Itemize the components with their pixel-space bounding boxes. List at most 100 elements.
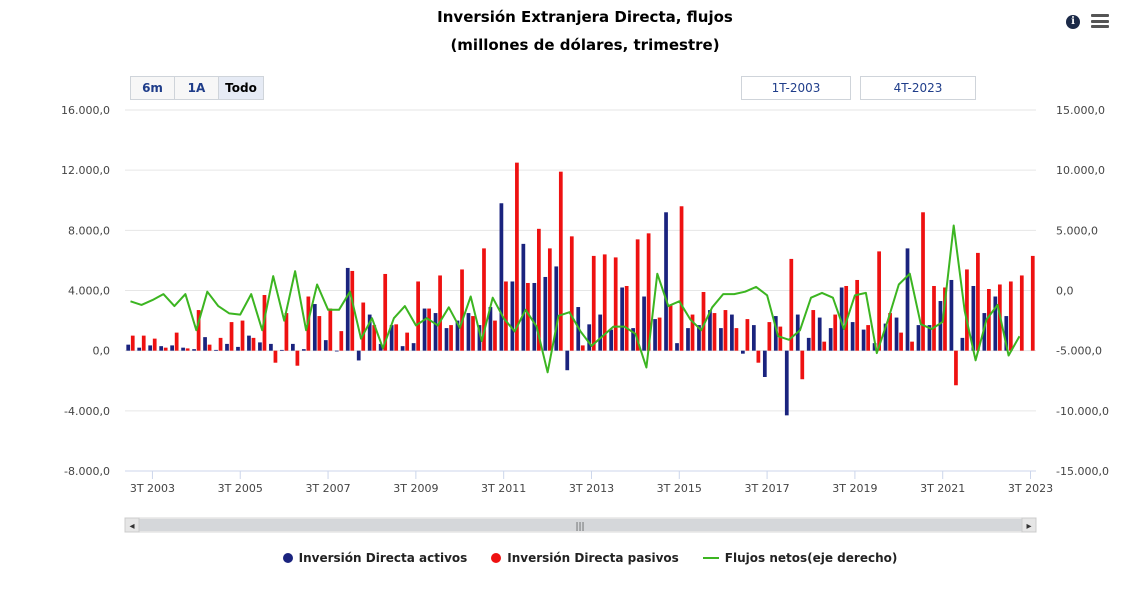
- legend-item-netos[interactable]: Flujos netos(eje derecho): [702, 551, 897, 565]
- bar-pasivos: [536, 228, 541, 351]
- legend-item-activos[interactable]: Inversión Directa activos: [282, 551, 467, 565]
- bar-activos: [949, 279, 954, 351]
- bar-activos: [609, 329, 614, 351]
- x-tick-label: 3T 2023: [1008, 482, 1053, 495]
- bar-pasivos: [844, 285, 849, 351]
- bar-pasivos: [734, 328, 739, 351]
- bar-pasivos: [405, 332, 410, 351]
- y-left-tick-label: 0,0: [93, 345, 111, 358]
- x-tick-label: 3T 2015: [657, 482, 702, 495]
- y-right-tick-label: 0,0: [1056, 285, 1074, 298]
- y-right-tick-label: -15.000,0: [1056, 465, 1109, 478]
- bar-activos: [214, 349, 218, 351]
- bar-pasivos: [504, 281, 508, 351]
- bar-activos: [839, 287, 844, 351]
- range-button-1a[interactable]: 1A: [175, 77, 219, 99]
- bar-pasivos: [185, 348, 190, 351]
- x-tick-label: 3T 2011: [481, 482, 526, 495]
- bar-activos: [148, 345, 153, 351]
- bar-activos: [730, 314, 734, 351]
- bar-activos: [258, 342, 262, 351]
- bar-activos: [444, 328, 449, 351]
- bar-pasivos: [580, 345, 585, 351]
- bar-activos: [993, 296, 998, 351]
- arrow-left-icon: ◂: [129, 521, 134, 532]
- bar-pasivos: [207, 344, 212, 351]
- bar-pasivos: [679, 206, 684, 351]
- bar-activos: [181, 347, 185, 351]
- x-tick-label: 3T 2009: [393, 482, 438, 495]
- x-tick-label: 3T 2021: [920, 482, 965, 495]
- bar-activos: [861, 329, 866, 351]
- bar-pasivos: [427, 308, 431, 351]
- bar-activos: [960, 337, 965, 351]
- bar-pasivos: [218, 337, 223, 351]
- bar-pasivos: [394, 324, 399, 351]
- y-right-tick-label: -10.000,0: [1056, 405, 1109, 418]
- bar-pasivos: [1030, 255, 1035, 351]
- legend-marker-activos: [282, 553, 293, 563]
- bar-activos: [477, 325, 482, 351]
- bar-pasivos: [954, 350, 958, 386]
- bar-activos: [488, 307, 493, 351]
- bar-pasivos: [130, 335, 135, 351]
- legend-marker-netos: [702, 557, 719, 559]
- axis-layer: -8.000,0 -4.000,0 0,0 4.000,0 8.000,0 12.000,…: [61, 104, 1109, 495]
- bar-pasivos: [1008, 281, 1013, 351]
- hamburger-menu-icon[interactable]: [1091, 14, 1109, 28]
- navigator[interactable]: ◂ ▸ |||: [124, 517, 1037, 533]
- chart-subtitle: (millones de dólares, trimestre): [450, 36, 720, 54]
- bar-activos: [455, 320, 460, 351]
- bar-activos: [916, 325, 921, 351]
- bar-pasivos: [921, 212, 925, 351]
- legend-item-pasivos[interactable]: Inversión Directa pasivos: [491, 551, 679, 565]
- date-from-input[interactable]: 1T-2003: [741, 76, 851, 100]
- bar-pasivos: [1019, 275, 1024, 351]
- bar-pasivos: [328, 308, 333, 351]
- bar-pasivos: [547, 248, 552, 351]
- x-tick-label: 3T 2013: [569, 482, 614, 495]
- bar-activos: [565, 350, 570, 371]
- bar-activos: [367, 314, 372, 351]
- bar-pasivos: [482, 248, 486, 351]
- y-right-tick-label: -5.000,0: [1056, 345, 1102, 358]
- bar-activos: [741, 350, 745, 354]
- bar-pasivos: [910, 341, 914, 351]
- bar-activos: [499, 203, 504, 351]
- bar-activos: [751, 325, 756, 351]
- bar-pasivos: [350, 270, 355, 351]
- bar-pasivos: [471, 316, 475, 351]
- bar-activos: [466, 313, 471, 351]
- bar-pasivos: [141, 335, 146, 351]
- info-icon[interactable]: i: [1066, 15, 1080, 29]
- bar-activos: [543, 276, 548, 351]
- bar-pasivos: [624, 285, 629, 351]
- bar-activos: [247, 335, 251, 351]
- y-right-tick-label: 15.000,0: [1056, 104, 1105, 117]
- bar-activos: [378, 343, 383, 351]
- bar-activos: [762, 350, 767, 377]
- range-button-6m[interactable]: 6m: [131, 77, 175, 99]
- bar-pasivos: [383, 273, 388, 351]
- bar-pasivos: [526, 282, 530, 351]
- date-to-input[interactable]: 4T-2023: [860, 76, 976, 100]
- bar-activos: [203, 337, 207, 351]
- arrow-right-icon: ▸: [1026, 521, 1031, 532]
- legend-marker-pasivos: [491, 553, 502, 563]
- range-button-todo[interactable]: Todo: [219, 77, 263, 99]
- bar-activos: [697, 325, 701, 351]
- y-left-tick-label: 8.000,0: [68, 224, 110, 237]
- bar-activos: [345, 267, 350, 351]
- bar-pasivos: [943, 287, 947, 351]
- bar-pasivos: [932, 285, 936, 351]
- bar-activos: [905, 248, 910, 351]
- y-right-tick-label: 5.000,0: [1056, 224, 1098, 237]
- bar-pasivos: [273, 350, 278, 363]
- bar-pasivos: [899, 332, 903, 351]
- bar-activos: [938, 301, 943, 351]
- bar-pasivos: [152, 338, 157, 351]
- legend: Inversión Directa activos Inversión Dire…: [0, 551, 1140, 565]
- bar-pasivos: [515, 162, 519, 351]
- grip-icon: |||: [575, 522, 584, 532]
- y-left-tick-label: 4.000,0: [68, 285, 110, 298]
